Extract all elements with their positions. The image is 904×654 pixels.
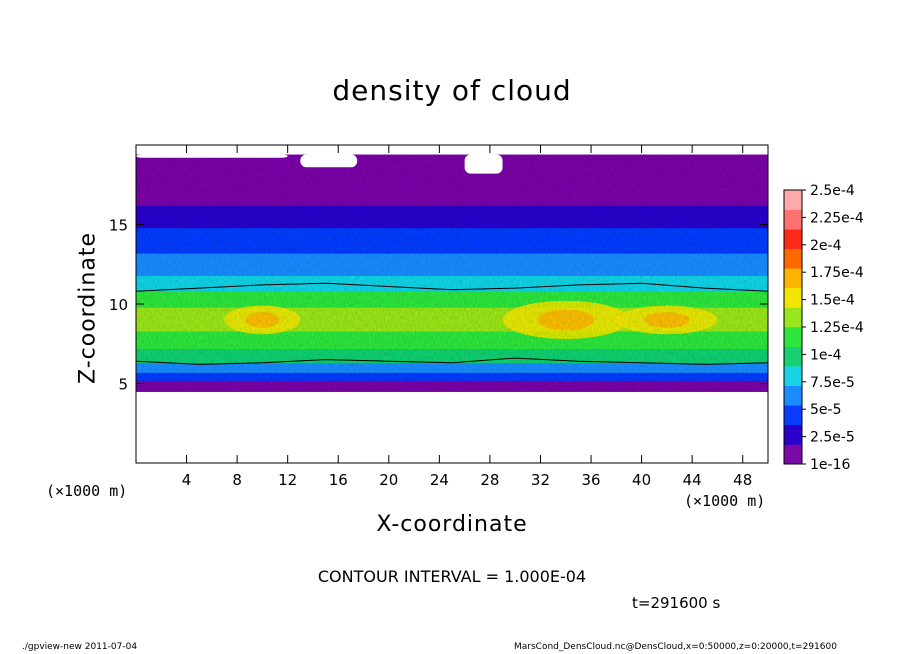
x-tick-label-20: 20	[379, 471, 398, 489]
empty-region-0	[300, 154, 358, 168]
footer-source: MarsCond_DensCloud.nc@DensCloud,x=0:5000…	[514, 642, 837, 652]
x-tick-label-40: 40	[632, 471, 651, 489]
density-band-11	[136, 183, 768, 206]
density-field	[136, 154, 768, 392]
density-hotspot-core-1	[245, 312, 280, 328]
time-label: t=291600 s	[632, 594, 721, 612]
contour-lines	[136, 282, 768, 365]
x-tick-label-4: 4	[182, 471, 192, 489]
colorbar-segment-13	[784, 190, 802, 210]
density-band-10	[136, 205, 768, 229]
colorbar-segment-1	[784, 424, 802, 445]
colorbar-label-7: 1.75e-4	[810, 265, 864, 281]
contour-line-1	[136, 357, 768, 365]
x-tick-label-16: 16	[329, 471, 348, 489]
footer-program: ./gpview-new 2011-07-04	[22, 642, 138, 652]
colorbar-segment-2	[784, 405, 802, 426]
density-band-9	[136, 227, 768, 254]
density-band-3	[136, 348, 768, 364]
density-band-12	[136, 154, 768, 184]
colorbar-label-0: 1e-16	[810, 457, 850, 473]
colorbar-segment-10	[784, 248, 802, 269]
x-tick-label-36: 36	[581, 471, 600, 489]
x-tick-label-44: 44	[683, 471, 702, 489]
colorbar-segment-4	[784, 366, 802, 387]
x-axis-label: X-coordinate	[376, 512, 528, 537]
density-hotspot-core-0	[537, 309, 595, 331]
x-tick-label-8: 8	[232, 471, 242, 489]
field-layer	[136, 154, 768, 392]
x-tick-label-12: 12	[278, 471, 297, 489]
contour-interval-text: CONTOUR INTERVAL = 1.000E-04	[317, 567, 587, 586]
chart-title: density of cloud	[332, 74, 572, 107]
density-band-8	[136, 253, 768, 276]
density-band-6	[136, 291, 768, 308]
colorbar-label-6: 1.5e-4	[810, 293, 855, 309]
x-tick-label-48: 48	[733, 471, 752, 489]
colorbar: 1e-16 2.5e-5 5e-5 7.5e-5 1e-4 1.25e-4 1.5e-4 1.…	[783, 183, 864, 473]
colorbar-label-1: 2.5e-5	[810, 430, 855, 446]
colorbar-segment-3	[784, 385, 802, 406]
colorbar-segment-8	[784, 287, 802, 308]
x-axis-unit: (×1000 m)	[684, 492, 766, 510]
x-tick-label-32: 32	[531, 471, 550, 489]
y-tick-label-15: 15	[109, 217, 128, 235]
density-band-2	[136, 362, 768, 373]
y-axis-unit: (×1000 m)	[46, 482, 128, 500]
colorbar-segment-12	[784, 209, 802, 230]
colorbar-label-4: 1e-4	[810, 347, 842, 363]
colorbar-segment-11	[784, 229, 802, 250]
density-band-1	[136, 372, 768, 381]
density-hotspot-core-2	[644, 312, 690, 328]
density-band-0	[136, 380, 768, 392]
colorbar-segment-9	[784, 268, 802, 289]
density-band-4	[136, 331, 768, 350]
colorbar-segment-5	[784, 346, 802, 367]
colorbar-label-2: 5e-5	[810, 402, 841, 418]
empty-region-2	[136, 154, 288, 158]
colorbar-label-5: 1.25e-4	[810, 320, 864, 336]
colorbar-label-10: 2.5e-4	[810, 183, 855, 199]
colorbar-segment-6	[784, 327, 802, 347]
empty-region-1	[464, 154, 503, 174]
contour-line-0	[136, 282, 768, 292]
x-tick-label-24: 24	[430, 471, 449, 489]
y-tick-label-10: 10	[109, 296, 128, 314]
colorbar-segment-0	[784, 444, 802, 465]
y-tick-label-5: 5	[118, 376, 128, 394]
density-band-7	[136, 275, 768, 292]
colorbar-label-3: 7.5e-5	[810, 375, 855, 391]
colorbar-segment-7	[784, 307, 802, 328]
colorbar-label-8: 2e-4	[810, 238, 842, 254]
x-tick-label-28: 28	[480, 471, 499, 489]
colorbar-label-9: 2.25e-4	[810, 210, 864, 226]
